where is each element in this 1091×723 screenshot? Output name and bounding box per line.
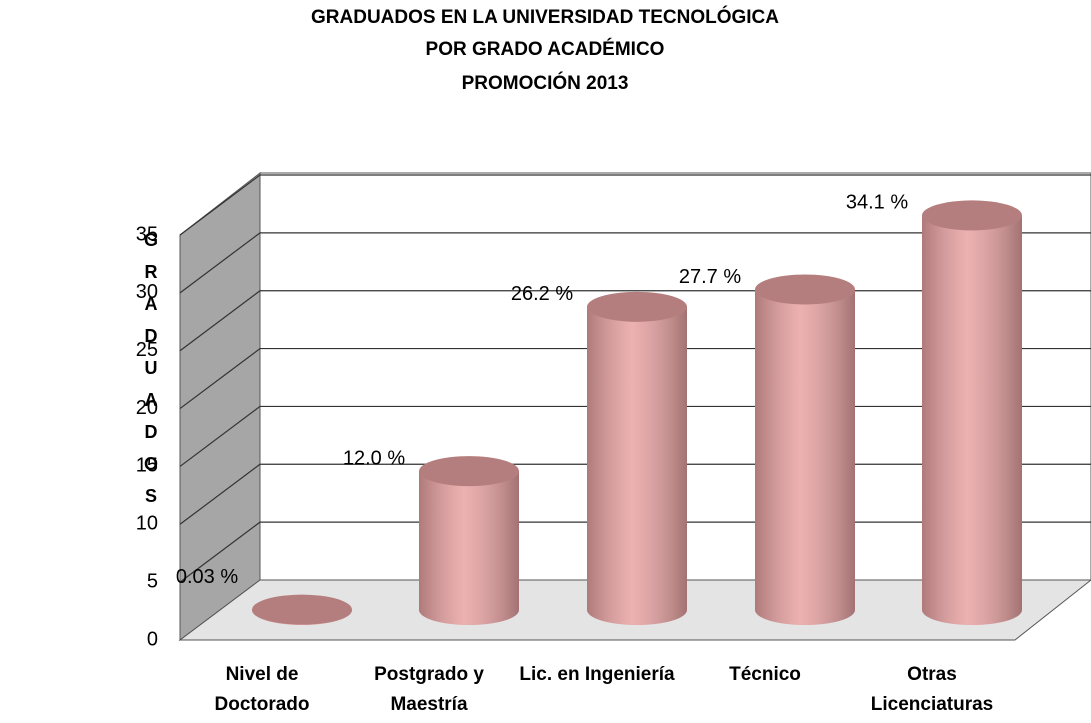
y-tick-label: 0 [147,628,158,650]
bar [755,274,855,625]
y-tick-label: 25 [136,339,158,361]
value-label: 26.2 % [511,283,573,305]
bar-top [587,291,687,322]
x-tick-label: Otras Licenciaturas [870,664,994,715]
bar-shade [419,471,519,625]
bar [419,456,519,625]
bar-shade [922,215,1022,625]
y-tick-label: 15 [136,455,158,477]
bar [922,200,1022,625]
chart-title: PROMOCIÓN 2013 [462,72,629,94]
bar [252,594,352,625]
bar-top-shade [755,274,855,305]
value-label: 27.7 % [679,266,741,288]
value-label: 0.03 % [176,566,238,588]
bar-shade [587,306,687,625]
bar-top-shade [922,200,1022,231]
value-label: 12.0 % [343,447,405,469]
x-tick-label: Lic. en Ingeniería [519,664,675,685]
grid-line [179,174,1091,236]
y-tick-label: 20 [136,397,158,419]
grid-line [179,232,1091,294]
value-label: 34.1 % [846,192,908,214]
x-tick-label: Postgrado y Maestría [374,664,484,715]
y-tick-label: 35 [136,223,158,245]
bar-top-shade [252,594,352,625]
bar-top-shade [587,291,687,322]
y-axis-label: GRADUADOS [141,230,161,518]
y-tick-label: 30 [136,281,158,303]
y-tick-label: 5 [147,570,158,592]
y-tick-label: 10 [136,513,158,535]
bar-shade [755,289,855,625]
bar-top [922,200,1022,231]
x-tick-label: Técnico [729,664,801,685]
x-tick-label: Nivel de Doctorado [214,664,310,715]
bar-top [419,456,519,487]
chart-title: POR GRADO ACADÉMICO [426,38,665,60]
bar-top [755,274,855,305]
bar-top [252,594,352,625]
bar [587,291,687,625]
bar-top-shade [419,456,519,487]
chart-title: GRADUADOS EN LA UNIVERSIDAD TECNOLÓGICA [311,6,779,28]
